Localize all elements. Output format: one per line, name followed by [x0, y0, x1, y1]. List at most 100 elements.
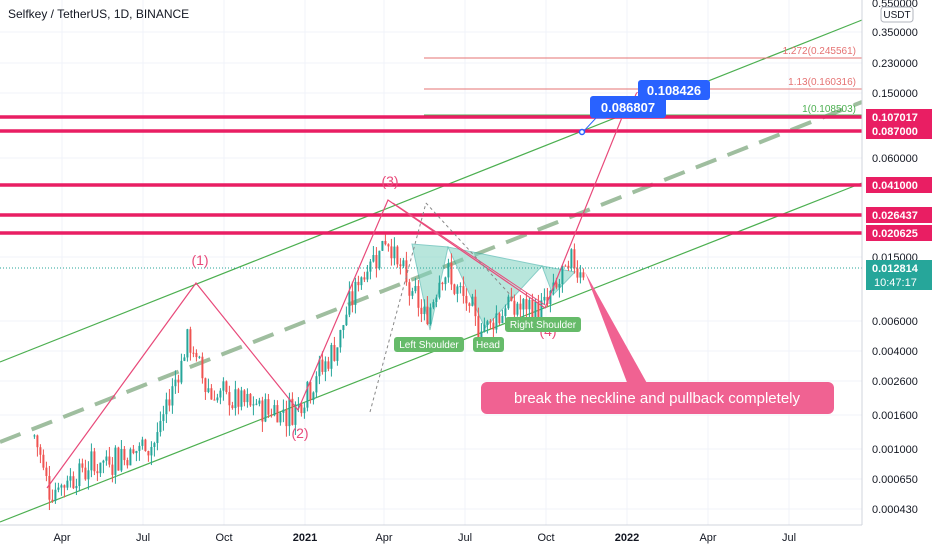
candle-body	[375, 254, 378, 269]
candle-body	[63, 485, 66, 488]
level-tag-0026437-text: 0.026437	[872, 210, 918, 222]
annotation-pointer	[585, 272, 648, 385]
last-price-tag[interactable]: 0.012814 10:47:17	[866, 260, 932, 290]
candle-body	[48, 475, 51, 500]
target-callout-lower[interactable]: 0.086807	[590, 96, 666, 118]
candle-body	[129, 449, 132, 466]
last-price-value: 0.012814	[872, 263, 919, 275]
level-tag-0041-text: 0.041000	[872, 180, 918, 192]
price-tick-1: 0.550000	[872, 0, 918, 10]
time-axis[interactable]: Apr Jul Oct 2021 Apr Jul Oct 2022 Apr Ju…	[0, 524, 862, 550]
candle-body	[417, 285, 420, 308]
candle-body	[570, 249, 573, 268]
candlesticks[interactable]	[33, 234, 585, 511]
candle-body	[84, 467, 87, 480]
candle-body	[171, 386, 174, 406]
candle-body	[420, 307, 423, 315]
price-tick-7: 0.006000	[872, 316, 918, 328]
candle-body	[321, 359, 324, 372]
candle-body	[573, 249, 576, 269]
candle-body	[162, 414, 165, 421]
candle-body	[222, 381, 225, 391]
candle-body	[345, 314, 348, 326]
left-shoulder-tag[interactable]: Left Shoulder	[394, 337, 464, 352]
candle-body	[93, 451, 96, 472]
dashed-guide-a[interactable]	[369, 202, 427, 413]
candle-body	[480, 331, 483, 339]
price-tick-2: 0.350000	[872, 27, 918, 39]
level-tag-0107017[interactable]: 0.107017	[866, 109, 932, 125]
candle-body	[504, 308, 507, 317]
candle-body	[561, 265, 564, 284]
candle-body	[102, 460, 105, 463]
candle-body	[507, 296, 510, 309]
head-shoulders-pattern[interactable]	[411, 243, 577, 331]
time-tick-jul-2021: Jul	[458, 532, 472, 544]
candle-body	[189, 329, 192, 353]
channel-lower[interactable]	[0, 182, 863, 523]
fib-label-1272: 1.272(0.245561)	[783, 46, 856, 57]
candle-body	[279, 412, 282, 423]
candle-body	[204, 378, 207, 393]
dashed-guide-b[interactable]	[425, 202, 516, 301]
level-tag-0020625[interactable]: 0.020625	[866, 225, 932, 241]
candle-body	[522, 299, 525, 310]
candle-body	[390, 246, 393, 259]
right-shoulder-tag[interactable]: Right Shoulder	[505, 317, 581, 332]
level-tag-0087-text: 0.087000	[872, 126, 918, 138]
price-tick-3: 0.230000	[872, 58, 918, 70]
candle-body	[414, 285, 417, 292]
wave-path[interactable]	[46, 109, 626, 489]
target-anchor-point[interactable]	[578, 128, 586, 136]
head-tag[interactable]: Head	[473, 337, 504, 352]
annotation-box[interactable]: break the neckline and pullback complete…	[481, 382, 834, 414]
candle-body	[198, 356, 201, 358]
candle-body	[285, 409, 288, 427]
currency-label: USDT	[883, 10, 910, 21]
candle-body	[438, 282, 441, 298]
level-tag-0107017-text: 0.107017	[872, 112, 918, 124]
wave-4-guide[interactable]	[392, 202, 546, 306]
candle-body	[153, 443, 156, 447]
level-tag-0026437[interactable]: 0.026437	[866, 207, 932, 223]
candle-body	[567, 265, 570, 268]
candle-body	[273, 405, 276, 416]
candle-body	[33, 435, 36, 437]
time-tick-oct-2021: Oct	[537, 532, 554, 544]
candle-body	[402, 260, 405, 267]
price-axis[interactable]: 0.550000 0.350000 0.230000 0.150000 0.06…	[861, 0, 932, 550]
candle-body	[195, 352, 198, 358]
level-tag-0041[interactable]: 0.041000	[866, 177, 932, 193]
price-tick-13: 0.000430	[872, 504, 918, 516]
candle-body	[72, 476, 75, 489]
level-tag-0087[interactable]: 0.087000	[866, 123, 932, 139]
candle-body	[156, 432, 159, 444]
target-callout-upper[interactable]: 0.108426	[638, 80, 710, 100]
candle-body	[111, 464, 114, 475]
candle-body	[366, 271, 369, 280]
candle-body	[240, 390, 243, 407]
candle-body	[378, 250, 381, 269]
candle-body	[483, 324, 486, 332]
currency-button[interactable]: USDT	[880, 6, 914, 23]
time-tick-2022: 2022	[615, 532, 639, 544]
candle-body	[318, 359, 321, 377]
candle-body	[312, 392, 315, 401]
candle-body	[465, 295, 468, 304]
candle-body	[519, 303, 522, 310]
candle-body	[147, 451, 150, 456]
candle-body	[165, 399, 168, 415]
candle-body	[426, 306, 429, 325]
candle-body	[579, 272, 582, 278]
time-tick-jul-2022: Jul	[782, 532, 796, 544]
candle-body	[36, 435, 39, 448]
candle-body	[267, 399, 270, 415]
candle-body	[411, 291, 414, 296]
candle-body	[252, 404, 255, 406]
candle-body	[159, 420, 162, 433]
candle-body	[219, 390, 222, 398]
candle-body	[144, 439, 147, 452]
channel-upper[interactable]	[0, 19, 863, 363]
candle-body	[78, 463, 81, 487]
